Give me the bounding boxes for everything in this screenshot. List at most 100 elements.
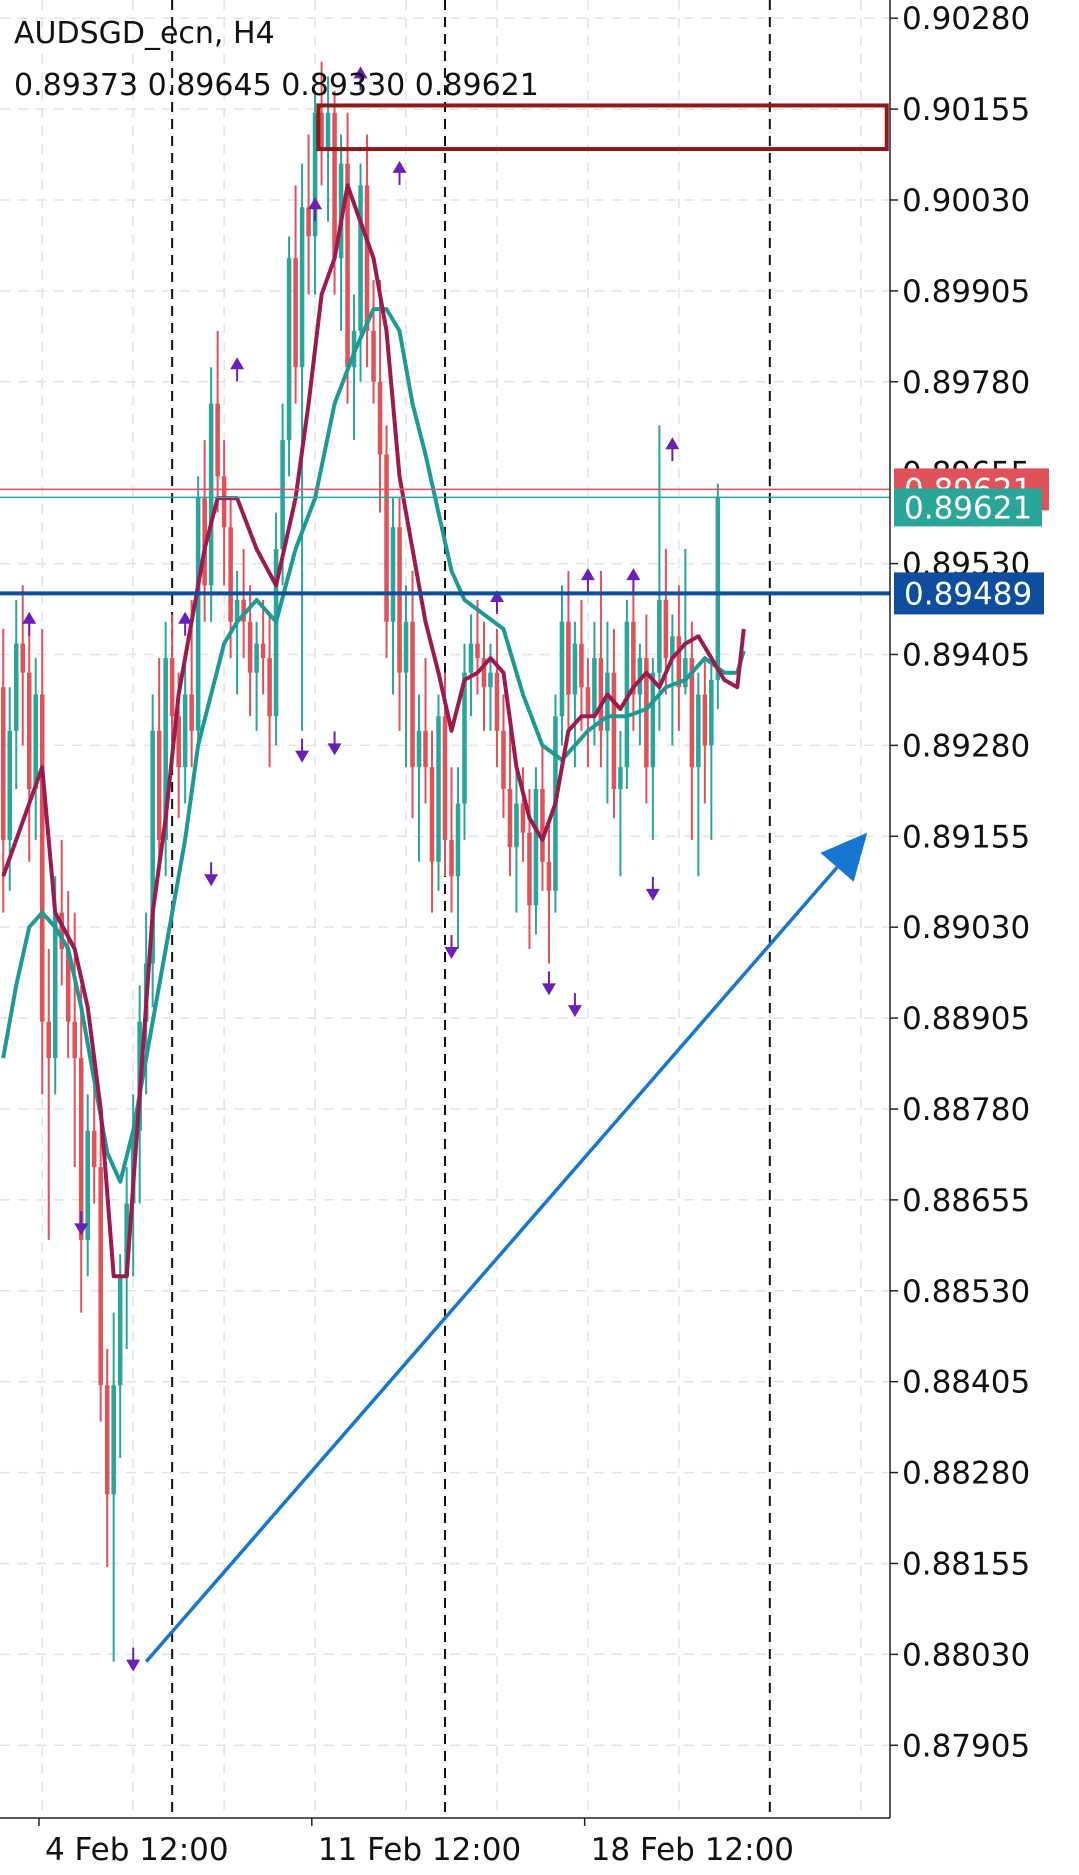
- candle-body: [0, 687, 6, 840]
- candle-body: [637, 658, 643, 695]
- candle-body: [592, 658, 597, 717]
- fractal-up-marker: [665, 437, 680, 450]
- bid-price-tag-label: 0.89621: [904, 490, 1032, 526]
- y-tick-label: 0.89280: [902, 728, 1030, 764]
- fractal-down-marker: [74, 1223, 89, 1236]
- candle-body: [312, 112, 318, 237]
- candle-body: [260, 643, 266, 659]
- candle-body: [559, 621, 565, 717]
- candle-body: [377, 381, 383, 455]
- candle-body: [488, 672, 493, 688]
- candle-body: [98, 1167, 103, 1386]
- y-tick-label: 0.89405: [902, 637, 1030, 673]
- candle-body: [527, 832, 532, 906]
- candle-body: [176, 716, 181, 768]
- fractal-down-marker: [645, 888, 660, 901]
- level-price-tag-bg: [894, 572, 1044, 615]
- candle-body: [546, 861, 552, 891]
- candle-body: [462, 672, 467, 804]
- candle-body: [208, 403, 214, 586]
- fractal-down-marker: [327, 743, 342, 756]
- candle-body: [78, 1058, 84, 1240]
- candle-body: [254, 643, 259, 673]
- candle-body: [540, 789, 545, 862]
- candle-body: [501, 730, 506, 790]
- candle-body: [449, 839, 454, 877]
- candle-body: [273, 549, 279, 717]
- candle-body: [507, 789, 513, 848]
- candle-body: [371, 330, 376, 382]
- ma-fast-line: [1, 183, 746, 1279]
- candle-body: [65, 948, 71, 1022]
- candle-body: [481, 658, 487, 688]
- candle-body: [221, 476, 227, 528]
- x-axis: 4 Feb 12:00 11 Feb 12:00 18 Feb 12:00: [0, 1817, 890, 1868]
- drawn-objects: [144, 103, 889, 1663]
- fractal-up-marker: [308, 197, 323, 210]
- y-tick-label: 0.88530: [902, 1274, 1030, 1310]
- y-tick-label: 0.90030: [902, 183, 1030, 219]
- candle-body: [429, 767, 435, 862]
- candle-body: [33, 694, 39, 790]
- candle-body: [163, 658, 168, 840]
- candle-body: [182, 694, 188, 768]
- y-tick-label: 0.88905: [902, 1001, 1030, 1037]
- y-tick-label: 0.88405: [902, 1365, 1030, 1401]
- candle-body: [644, 658, 649, 768]
- candle-body: [156, 730, 162, 840]
- candle-body: [189, 694, 194, 731]
- candle-body: [104, 1385, 110, 1495]
- candle-body: [683, 658, 688, 688]
- candles: [0, 61, 721, 1662]
- candle-body: [325, 112, 331, 150]
- candle-body: [91, 1130, 97, 1168]
- candle-body: [124, 1203, 129, 1277]
- y-tick-label: 0.88655: [902, 1183, 1030, 1219]
- candle-body: [358, 185, 363, 331]
- candle-body: [455, 803, 461, 877]
- candle-body: [384, 454, 389, 622]
- fractal-up-marker: [178, 611, 193, 624]
- candle-body: [403, 621, 409, 673]
- candle-body: [696, 694, 701, 768]
- price-levels: [0, 488, 890, 596]
- candle-body: [676, 636, 682, 688]
- candle-body: [364, 185, 370, 331]
- candle-body: [410, 621, 415, 768]
- candle-body: [670, 636, 675, 659]
- candle-body: [299, 207, 305, 368]
- fractal-up-marker: [230, 357, 245, 370]
- candle-body: [234, 599, 240, 622]
- moving-averages: [1, 183, 746, 1279]
- fractal-up-marker: [353, 66, 368, 79]
- x-tick-label: 11 Feb 12:00: [318, 1832, 521, 1868]
- ma-slow-line: [1, 307, 746, 1184]
- candle-body: [59, 912, 64, 949]
- fractal-up-marker: [22, 611, 37, 624]
- y-tick-label: 0.89780: [902, 365, 1030, 401]
- candle-body: [111, 1385, 116, 1495]
- candle-body: [702, 694, 708, 746]
- candle-body: [52, 912, 58, 1059]
- candle-body: [579, 643, 584, 688]
- y-tick-label: 0.88155: [902, 1546, 1030, 1582]
- candle-body: [306, 207, 311, 237]
- candle-body: [566, 621, 571, 695]
- fractal-down-marker: [126, 1659, 141, 1672]
- candle-body: [657, 599, 662, 673]
- trend-arrow-head: [820, 832, 868, 882]
- fractal-down-marker: [541, 983, 556, 996]
- symbol-title: AUDSGD_ecn, H4: [14, 16, 275, 51]
- candle-body: [520, 803, 526, 833]
- level-price-tag-label: 0.89489: [904, 576, 1032, 612]
- fractal-up-marker: [392, 160, 407, 173]
- candle-body: [494, 672, 500, 731]
- candle-body: [169, 658, 175, 717]
- ohlc-readout: 0.89373 0.89645 0.89330 0.89621: [14, 68, 539, 103]
- candle-body: [611, 672, 617, 790]
- candle-body: [267, 658, 272, 717]
- y-tick-label: 0.88780: [902, 1092, 1030, 1128]
- fractal-down-marker: [567, 1005, 582, 1018]
- candle-body: [345, 163, 350, 368]
